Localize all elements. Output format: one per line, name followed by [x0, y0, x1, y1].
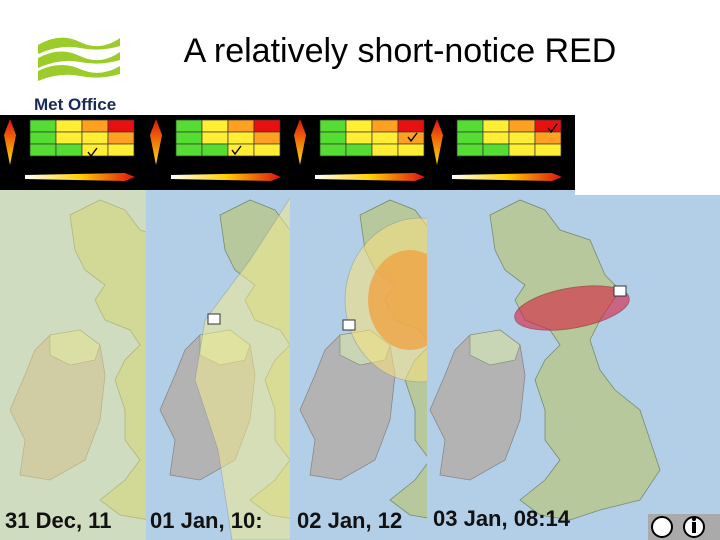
timestamp: 01 Jan, 10:	[150, 508, 263, 533]
timestamp: 03 Jan, 08:14	[433, 506, 571, 531]
panel: 31 Dec, 11	[0, 115, 148, 540]
logo: Met Office	[34, 37, 120, 114]
timestamp: 02 Jan, 12	[297, 508, 402, 533]
panel: 03 Jan, 08:14	[427, 115, 720, 540]
logo-text: Met Office	[34, 95, 116, 114]
timestamp: 31 Dec, 11	[5, 508, 111, 533]
slide-title: A relatively short-notice RED	[184, 32, 617, 70]
panel: 02 Jan, 12	[290, 115, 429, 540]
license-icons	[648, 514, 720, 540]
panel: 01 Jan, 10:	[146, 115, 292, 540]
